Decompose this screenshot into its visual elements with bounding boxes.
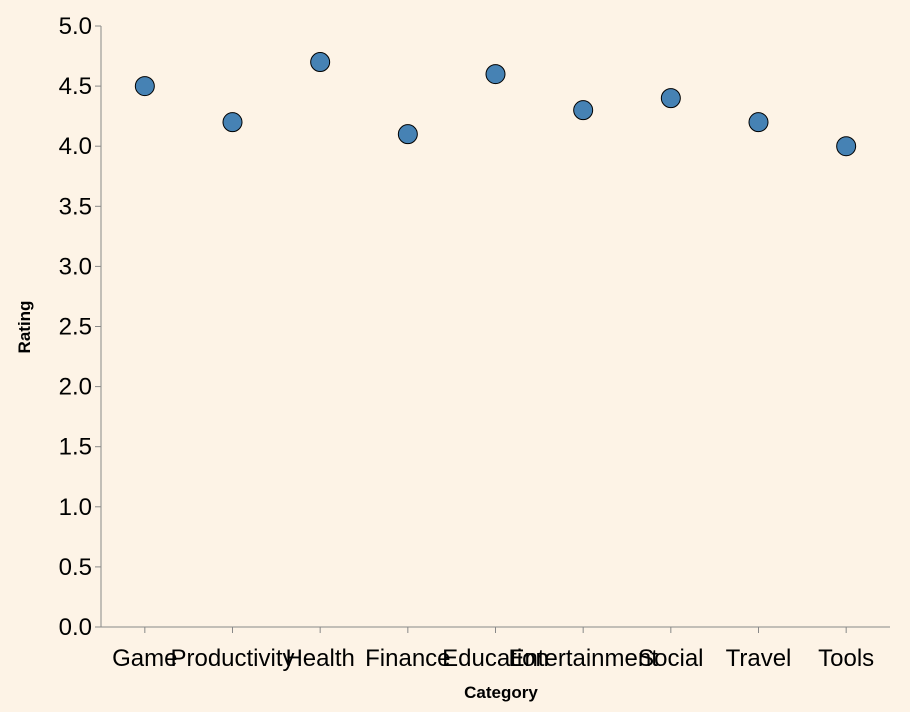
data-point bbox=[660, 88, 681, 109]
y-tick-label: 4.5 bbox=[59, 73, 92, 100]
data-point bbox=[310, 52, 331, 73]
data-point bbox=[748, 112, 769, 133]
data-point bbox=[573, 100, 594, 121]
x-tick-label: Health bbox=[285, 645, 354, 672]
data-point bbox=[397, 124, 418, 145]
x-axis-title: Category bbox=[464, 683, 538, 702]
data-point bbox=[836, 136, 857, 157]
data-points bbox=[134, 52, 857, 157]
x-tick-label: Productivity bbox=[170, 645, 294, 672]
data-point bbox=[134, 76, 155, 97]
y-axis: 0.0 0.5 1.0 1.5 2.0 2.5 3.0 3.5 4.0 4.5 5.0 bbox=[59, 13, 102, 641]
data-point bbox=[222, 112, 243, 133]
y-tick-label: 2.0 bbox=[59, 374, 92, 401]
y-tick-label: 3.5 bbox=[59, 193, 92, 220]
x-tick-label: Finance bbox=[365, 645, 450, 672]
x-tick-label: Entertainment bbox=[508, 645, 658, 672]
x-tick-label: Tools bbox=[818, 645, 874, 672]
y-tick-label: 1.5 bbox=[59, 434, 92, 461]
data-point bbox=[485, 64, 506, 85]
y-tick-label: 2.5 bbox=[59, 314, 92, 341]
x-tick-label: Travel bbox=[726, 645, 792, 672]
y-tick-label: 0.0 bbox=[59, 614, 92, 641]
y-axis-title: Rating bbox=[15, 301, 34, 354]
y-tick-label: 0.5 bbox=[59, 554, 92, 581]
x-tick-label: Education bbox=[442, 645, 549, 672]
x-tick-label: Social bbox=[638, 645, 703, 672]
x-tick-label: Game bbox=[112, 645, 177, 672]
y-tick-label: 3.0 bbox=[59, 253, 92, 280]
y-tick-label: 4.0 bbox=[59, 133, 92, 160]
y-tick-label: 5.0 bbox=[59, 13, 92, 40]
y-tick-label: 1.0 bbox=[59, 494, 92, 521]
